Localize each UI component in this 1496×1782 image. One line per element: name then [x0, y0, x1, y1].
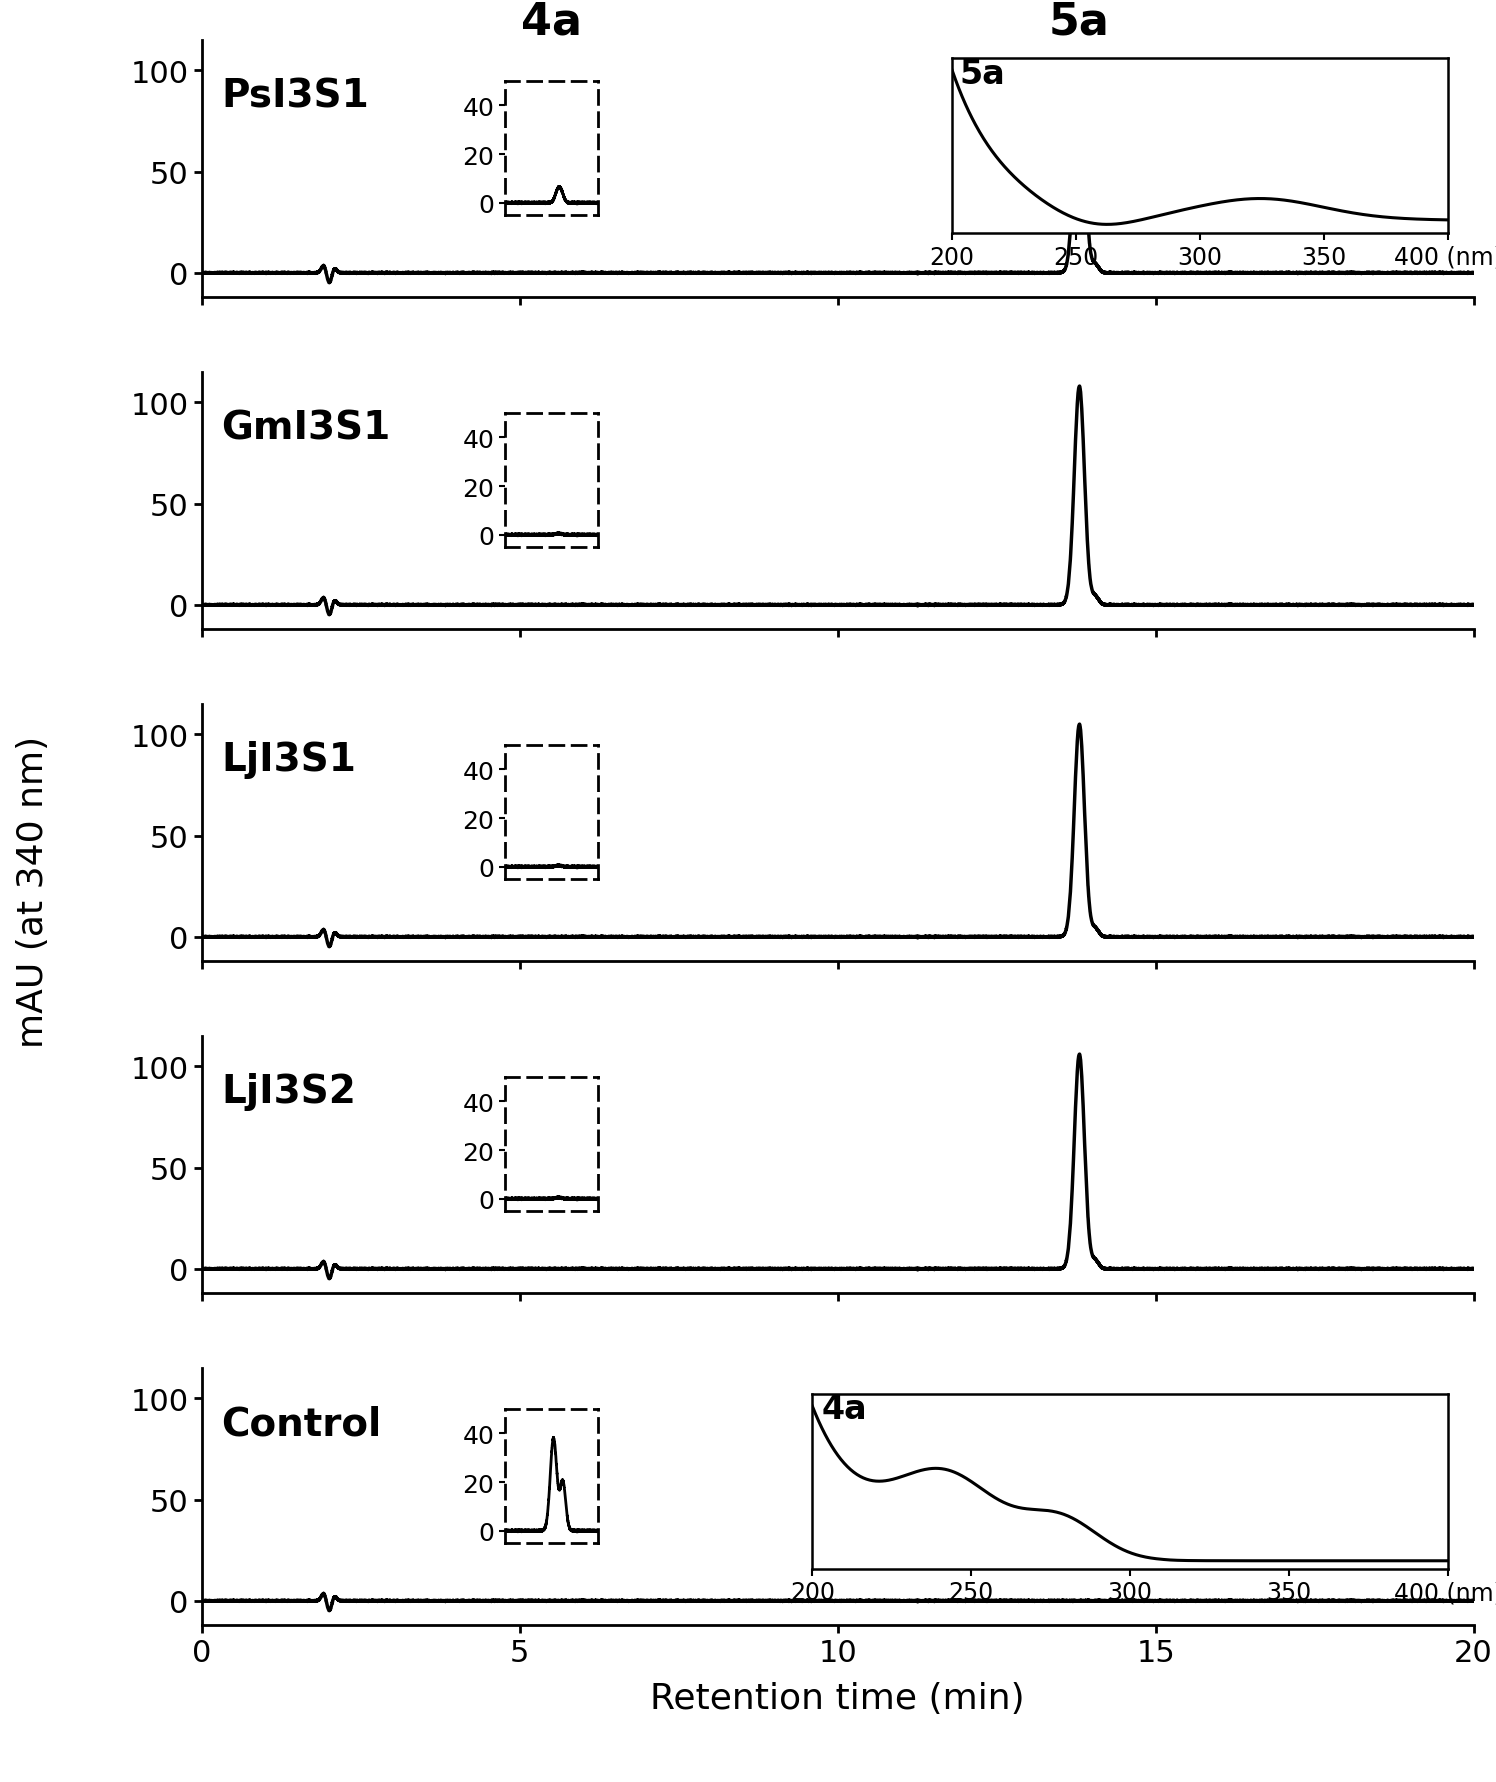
Text: 5a: 5a [1049, 0, 1110, 43]
Text: LjI3S2: LjI3S2 [221, 1073, 356, 1110]
Text: GmI3S1: GmI3S1 [221, 410, 390, 447]
Text: PsI3S1: PsI3S1 [221, 77, 370, 116]
Text: 4a: 4a [521, 0, 582, 43]
Text: mAU (at 340 nm): mAU (at 340 nm) [16, 734, 49, 1048]
Text: 4a: 4a [821, 1394, 868, 1426]
Text: 5a: 5a [959, 57, 1005, 91]
Text: LjI3S1: LjI3S1 [221, 741, 356, 779]
X-axis label: Retention time (min): Retention time (min) [651, 1680, 1025, 1716]
Text: Control: Control [221, 1404, 381, 1443]
